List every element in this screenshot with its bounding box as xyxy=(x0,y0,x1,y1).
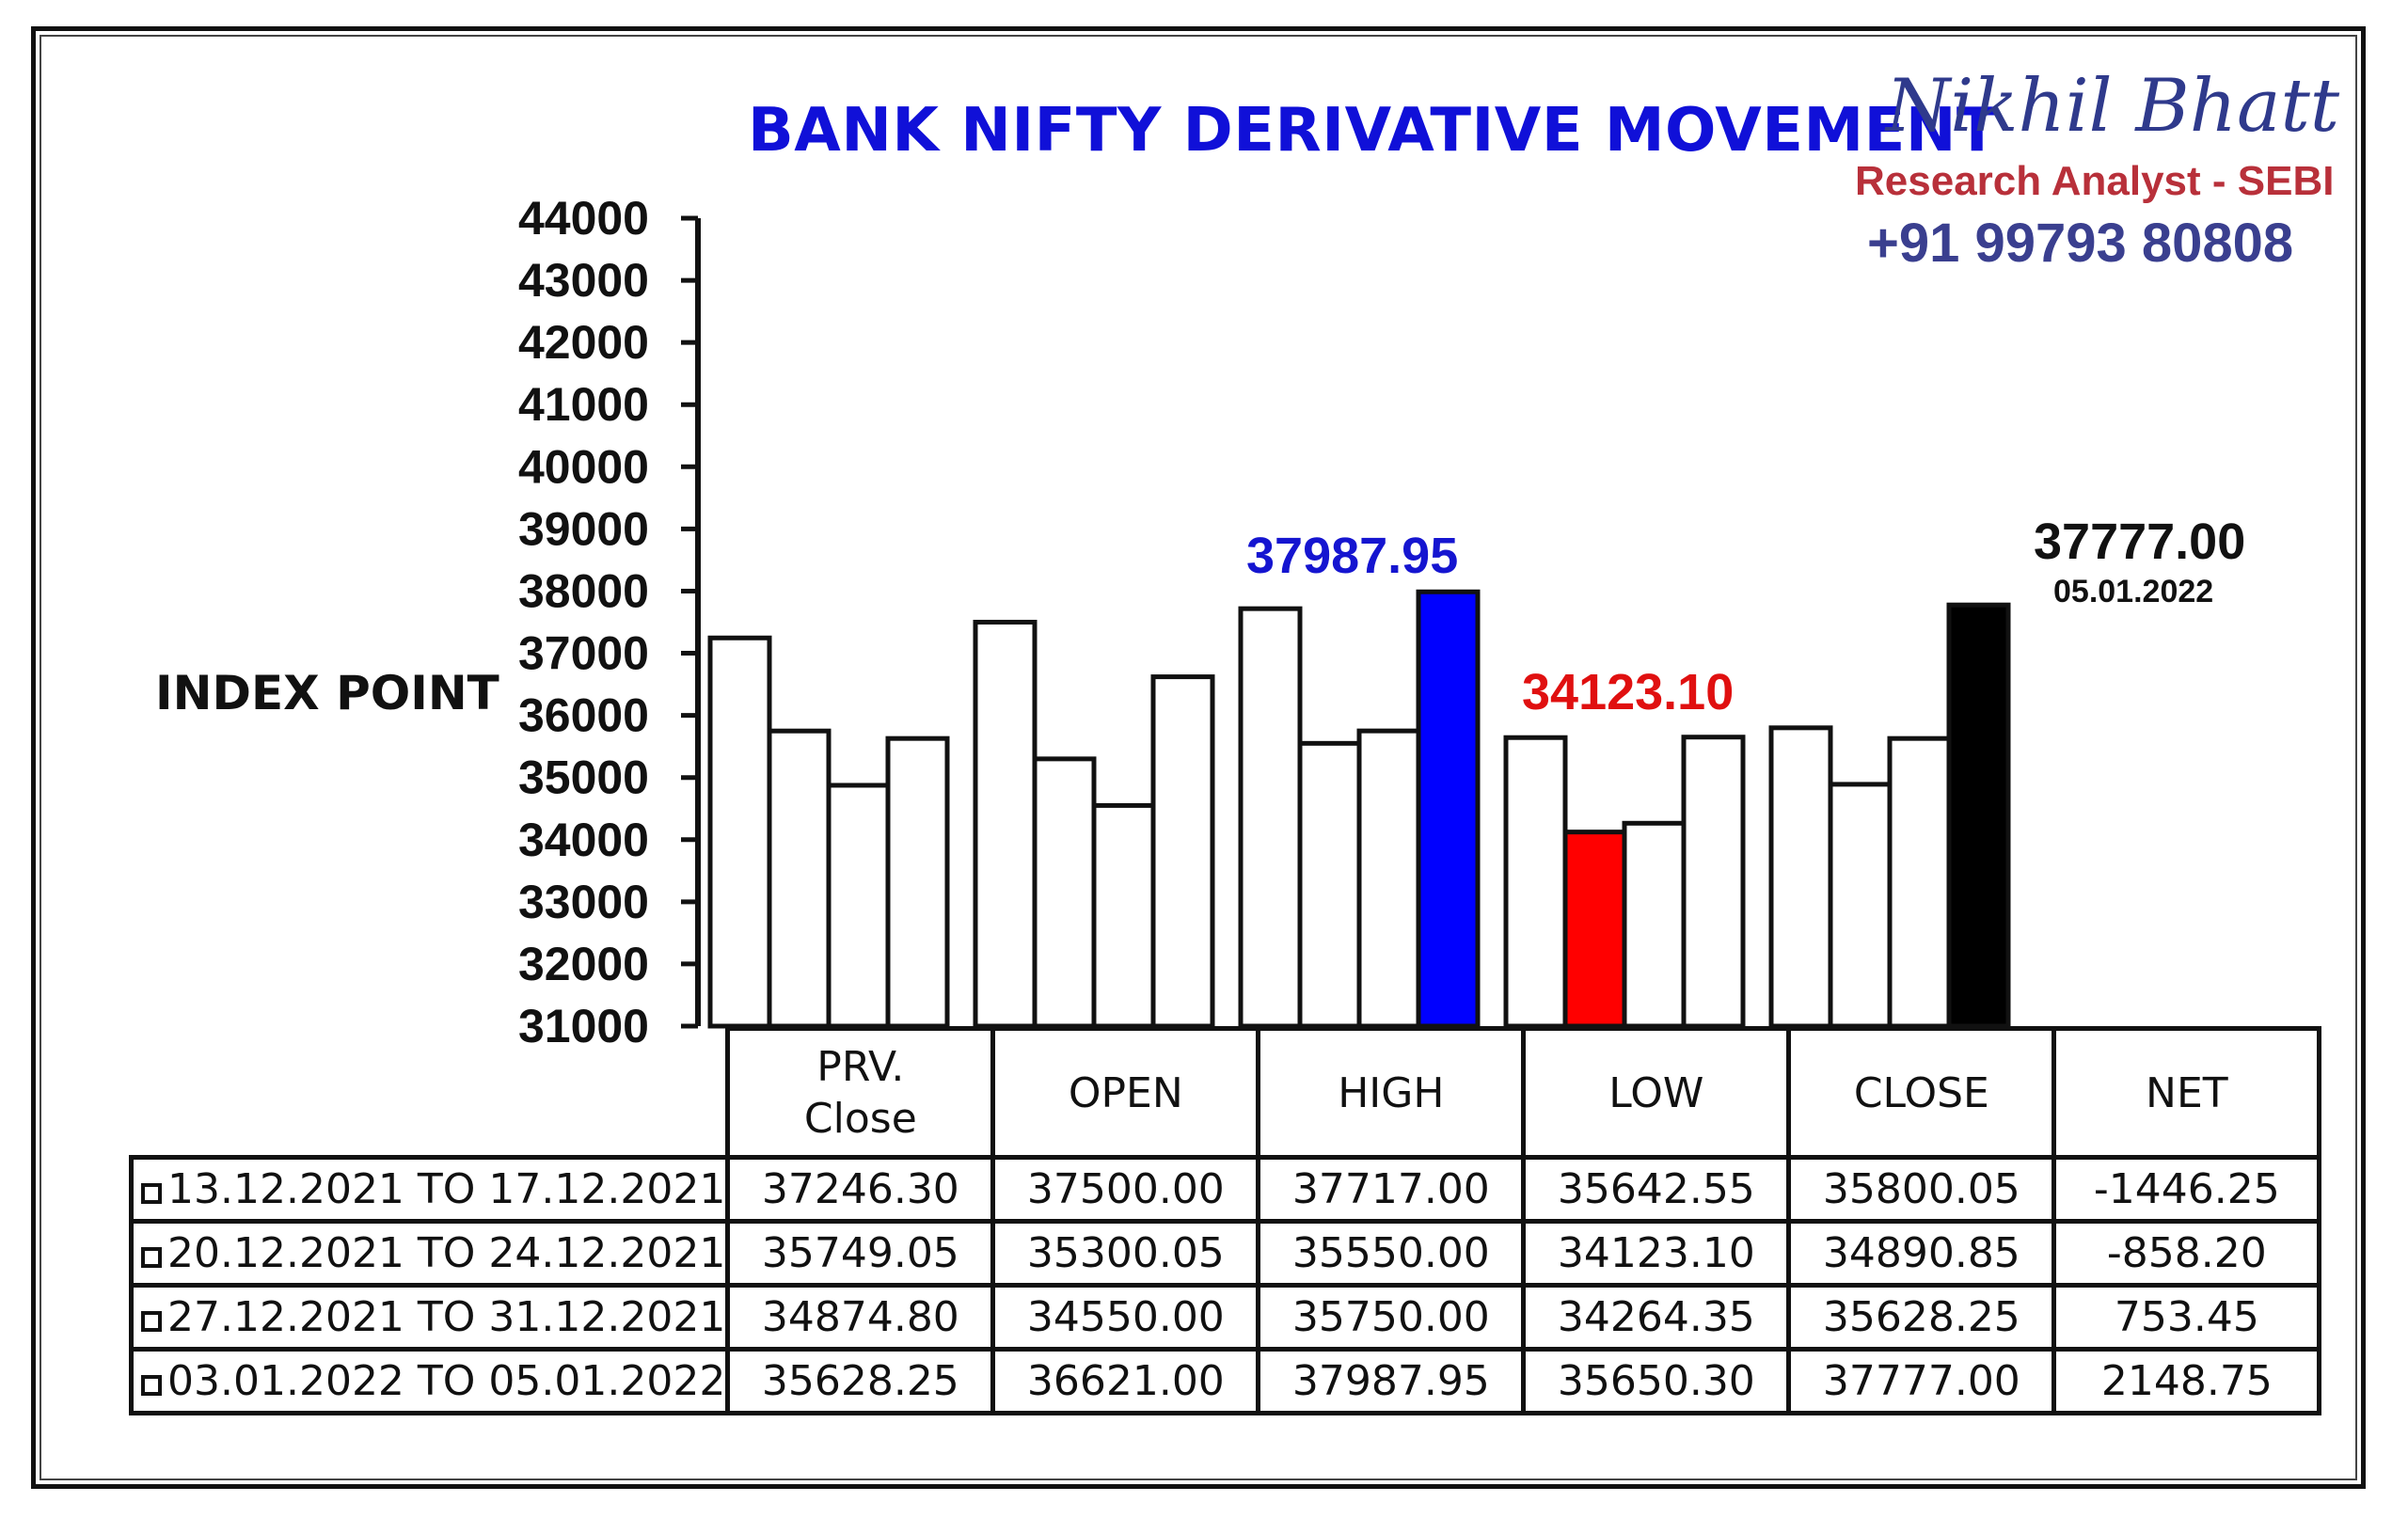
y-tick-label: 41000 xyxy=(518,378,649,431)
data-table: PRV. Close OPEN HIGH LOW CLOSE NET 13.12.… xyxy=(128,1026,2322,1415)
y-axis-ticks: 44000 43000 42000 41000 40000 39000 38000 37000… xyxy=(518,192,698,1052)
bar xyxy=(1828,782,1893,1029)
y-tick-label: 40000 xyxy=(518,440,649,493)
bars xyxy=(707,589,2011,1029)
inner-frame xyxy=(40,35,2357,1480)
table-cell: 37777.00 xyxy=(1786,1347,2057,1415)
table-cell: 34123.10 xyxy=(1521,1219,1792,1288)
row-label: 20.12.2021 TO 24.12.2021 xyxy=(128,1219,731,1288)
table-corner xyxy=(131,1028,731,1160)
bar xyxy=(1238,606,1303,1029)
bar xyxy=(1946,602,2011,1029)
table-cell: 34264.35 xyxy=(1521,1283,1792,1352)
brand-role: Research Analyst - SEBI xyxy=(1855,158,2335,204)
bar xyxy=(1622,820,1687,1029)
table-cell: 37500.00 xyxy=(990,1155,1261,1224)
y-tick-label: 43000 xyxy=(518,254,649,307)
table-cell: 36621.00 xyxy=(990,1347,1261,1415)
header-open: OPEN xyxy=(990,1026,1261,1160)
table-cell: 35650.30 xyxy=(1521,1347,1792,1415)
table-cell: 35642.55 xyxy=(1521,1155,1792,1224)
table-cell: 35628.25 xyxy=(1786,1283,2057,1352)
bar xyxy=(1032,756,1097,1029)
table-row: 13.12.2021 TO 17.12.2021 37246.30 37500.00… xyxy=(128,1155,2322,1224)
square-bullet-icon xyxy=(141,1247,162,1268)
table-cell: 2148.75 xyxy=(2052,1347,2322,1415)
last-close-date: 05.01.2022 xyxy=(2053,574,2214,609)
bar xyxy=(885,735,950,1029)
last-close-label: 37777.00 xyxy=(2034,514,2246,570)
table-cell: 37246.30 xyxy=(725,1155,996,1224)
bar xyxy=(1416,589,1481,1029)
y-axis-label: INDEX POINT xyxy=(155,666,499,720)
y-tick-label: 37000 xyxy=(518,627,649,680)
y-tick-label: 39000 xyxy=(518,502,649,555)
table-cell: 37717.00 xyxy=(1256,1155,1527,1224)
table-cell: 35800.05 xyxy=(1786,1155,2057,1224)
header-close: CLOSE xyxy=(1786,1026,2057,1160)
bar xyxy=(1681,735,1746,1029)
chart-title: BANK NIFTY DERIVATIVE MOVEMENT xyxy=(748,96,1999,166)
header-prv-close: PRV. Close xyxy=(725,1026,996,1160)
y-tick-label: 34000 xyxy=(518,814,649,866)
bar xyxy=(767,728,832,1029)
table-cell: 35750.00 xyxy=(1256,1283,1527,1352)
bar xyxy=(1356,728,1421,1029)
bar xyxy=(973,620,1038,1029)
table-cell: 35749.05 xyxy=(725,1219,996,1288)
table-row: 03.01.2022 TO 05.01.2022 35628.25 36621.00… xyxy=(128,1347,2322,1415)
brand-name: Nikhil Bhatt xyxy=(1886,64,2340,149)
table-cell: 34550.00 xyxy=(990,1283,1261,1352)
row-label: 13.12.2021 TO 17.12.2021 xyxy=(128,1155,731,1224)
bar xyxy=(707,635,772,1029)
bar xyxy=(1562,830,1627,1029)
outer-frame xyxy=(31,26,2366,1489)
bar xyxy=(1887,735,1952,1029)
table-cell: 34890.85 xyxy=(1786,1219,2057,1288)
square-bullet-icon xyxy=(141,1375,162,1396)
table-row: 20.12.2021 TO 24.12.2021 35749.05 35300.05… xyxy=(128,1219,2322,1288)
bar xyxy=(1503,735,1568,1029)
high-value-label: 37987.95 xyxy=(1246,528,1459,584)
y-tick-label: 42000 xyxy=(518,316,649,369)
y-tick-label: 35000 xyxy=(518,751,649,804)
square-bullet-icon xyxy=(141,1183,162,1204)
bar xyxy=(826,783,891,1029)
bar xyxy=(1150,674,1215,1029)
y-tick-label: 33000 xyxy=(518,876,649,928)
y-tick-label: 32000 xyxy=(518,938,649,990)
table-cell: -1446.25 xyxy=(2052,1155,2322,1224)
brand-phone: +91 99793 80808 xyxy=(1867,213,2294,274)
bar xyxy=(1768,725,1833,1029)
row-label: 27.12.2021 TO 31.12.2021 xyxy=(128,1283,731,1352)
row-label: 03.01.2022 TO 05.01.2022 xyxy=(128,1347,731,1415)
table-header-row: PRV. Close OPEN HIGH LOW CLOSE NET xyxy=(131,1026,2322,1160)
low-value-label: 34123.10 xyxy=(1522,664,1735,720)
bar xyxy=(1297,740,1362,1029)
square-bullet-icon xyxy=(141,1311,162,1332)
table-cell: 35300.05 xyxy=(990,1219,1261,1288)
bar xyxy=(1091,802,1156,1029)
y-tick-label: 36000 xyxy=(518,689,649,742)
table-row: 27.12.2021 TO 31.12.2021 34874.80 34550.00… xyxy=(128,1283,2322,1352)
table-cell: 34874.80 xyxy=(725,1283,996,1352)
table-cell: 35628.25 xyxy=(725,1347,996,1415)
header-high: HIGH xyxy=(1256,1026,1527,1160)
header-net: NET xyxy=(2052,1026,2322,1160)
table-cell: 35550.00 xyxy=(1256,1219,1527,1288)
table-cell: 37987.95 xyxy=(1256,1347,1527,1415)
table-cell: 753.45 xyxy=(2052,1283,2322,1352)
y-tick-label: 38000 xyxy=(518,564,649,617)
table-cell: -858.20 xyxy=(2052,1219,2322,1288)
header-low: LOW xyxy=(1521,1026,1792,1160)
y-tick-label: 44000 xyxy=(518,192,649,245)
